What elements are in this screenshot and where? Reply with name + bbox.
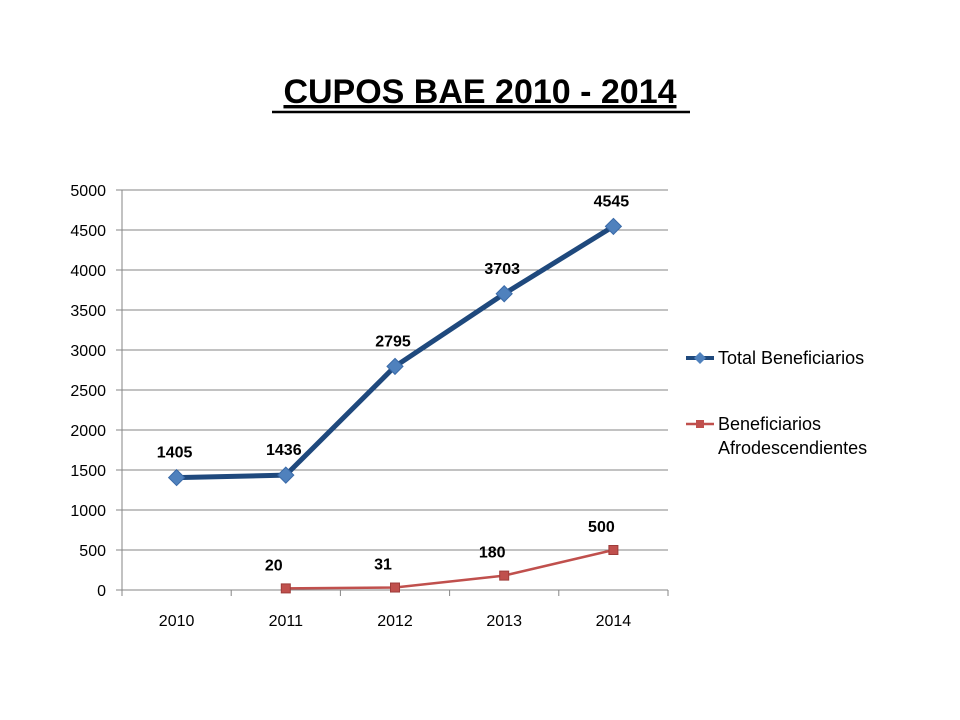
y-tick-label: 4000 [70,263,106,280]
legend-label-line: Afrodescendientes [718,438,867,458]
y-tick-label: 0 [97,583,106,600]
data-point-beneficiarios-afrodescendientes [280,583,291,594]
data-label-beneficiarios-afrodescendientes: 20 [265,557,283,574]
legend-marker-beneficiarios-afrodescendientes [696,420,704,428]
series-line-beneficiarios-afrodescendientes [284,548,615,590]
y-tick-label: 4500 [70,223,106,240]
data-label-beneficiarios-afrodescendientes: 180 [479,545,506,562]
legend-label-beneficiarios-afrodescendientes: Beneficiarios Afrodescendientes [718,414,867,458]
data-labels: 1405 1436 2795 3703 4545 20 31 180 500 [157,193,629,574]
y-tick-label: 500 [79,543,106,560]
data-label-total-beneficiarios: 1436 [266,442,302,459]
data-point-total-beneficiarios [386,357,404,376]
chart-title: CUPOS BAE 2010 - 2014 [283,73,676,111]
legend-label-line: Beneficiarios [718,414,821,434]
y-tick-label: 3500 [70,303,106,320]
legend-marker-total-beneficiarios [694,352,706,364]
y-tick-label: 1500 [70,463,106,480]
legend-label-total-beneficiarios: Total Beneficiarios [718,348,864,368]
y-tick-label: 3000 [70,343,106,360]
data-label-total-beneficiarios: 2795 [375,333,411,350]
data-label-beneficiarios-afrodescendientes: 31 [374,557,392,574]
x-tick-label: 2010 [159,613,195,630]
data-label-total-beneficiarios: 3703 [484,261,520,278]
y-tick-label: 1000 [70,503,106,520]
series-line-total-beneficiarios [174,223,616,481]
x-tick-label: 2012 [377,613,413,630]
data-point-beneficiarios-afrodescendientes [608,545,619,555]
axes: 0 500 1000 1500 2000 2500 3000 3500 4000 4500 5000… [70,183,669,630]
y-tick-label: 5000 [70,183,106,200]
data-label-total-beneficiarios: 1405 [157,445,193,462]
data-point-total-beneficiarios [167,468,186,487]
x-tick-label: 2013 [486,613,522,630]
x-tick-label: 2011 [269,613,304,630]
y-tick-label: 2000 [70,423,106,440]
data-point-total-beneficiarios [277,466,295,484]
data-point-total-beneficiarios [604,217,623,236]
data-point-total-beneficiarios [495,285,513,303]
series-lines [167,217,623,594]
data-point-beneficiarios-afrodescendientes [499,570,510,581]
data-label-beneficiarios-afrodescendientes: 500 [588,519,615,536]
data-point-beneficiarios-afrodescendientes [390,582,400,593]
gridlines [122,189,668,591]
x-tick-label: 2014 [596,613,632,630]
data-label-total-beneficiarios: 4545 [594,193,630,210]
y-tick-label: 2500 [70,383,106,400]
legend: Total Beneficiarios Beneficiarios Afrodesc… [686,348,867,458]
